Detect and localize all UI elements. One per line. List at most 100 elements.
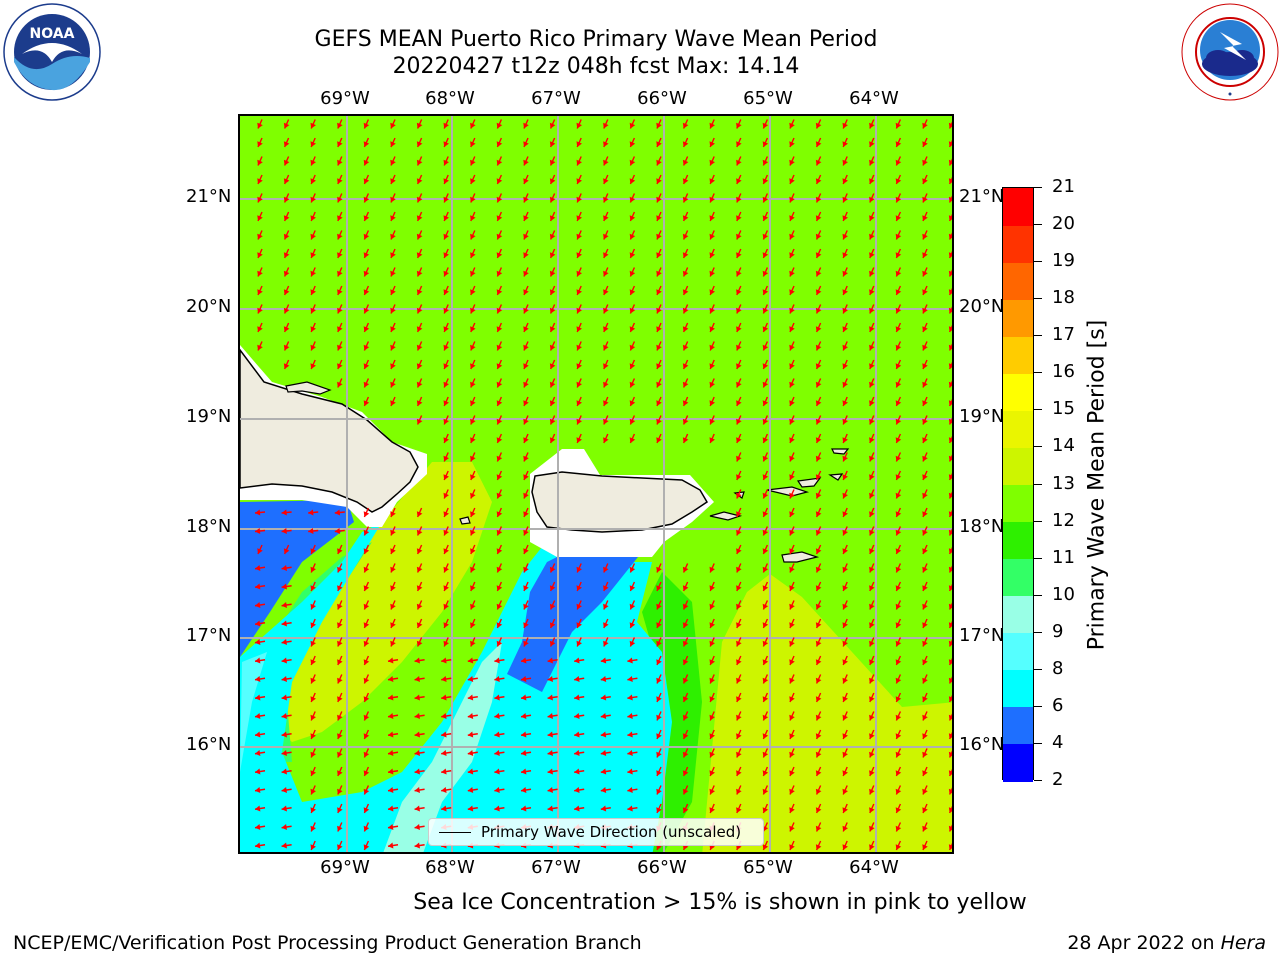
wave-direction-arrowhead [656,363,662,369]
wave-direction-arrowhead [869,566,875,573]
wave-direction-arrowhead [496,455,503,462]
wave-direction-arrowhead [682,381,689,388]
wave-direction-arrowhead [255,824,261,830]
wave-direction-arrowhead [869,751,875,758]
wave-direction-arrowhead [762,492,769,499]
wave-direction-arrowhead [549,566,556,573]
wave-direction-arrowhead [443,289,449,295]
wave-direction-arrowhead [337,807,343,813]
wave-direction-arrowhead [922,141,928,147]
wave-direction-arrowhead [255,620,261,627]
wave-direction-arrowhead [895,751,902,758]
wave-direction-arrowhead [443,363,449,369]
anegada-island [831,448,850,455]
wave-direction-arrowhead [337,344,343,351]
wave-direction-arrowhead [363,233,370,240]
wave-direction-arrowhead [656,196,662,203]
wave-direction-arrowhead [441,694,447,701]
wave-direction-arrowhead [470,252,476,258]
wave-direction-arrowhead [789,603,795,610]
wave-direction-arrowhead [603,233,609,240]
colorbar-tick-mark [1034,261,1042,263]
wave-direction-arrowhead [895,511,902,517]
wave-direction-arrowhead [603,566,609,573]
wave-direction-arrowhead [682,696,689,702]
wave-direction-arrowhead [576,603,582,610]
wave-direction-arrowhead [762,215,769,221]
colorbar-tick-mark [1034,372,1042,374]
wave-direction-arrowhead [922,603,928,610]
lat-label-left-19n: 19°N [186,406,232,427]
lat-label-right-18n: 18°N [959,516,1005,537]
wave-direction-arrowhead [523,159,529,166]
colorbar-tick-mark [1034,483,1042,485]
wave-direction-arrowhead [603,437,609,443]
wave-direction-arrowhead [682,733,689,739]
wave-direction-arrowhead [736,677,742,684]
wave-direction-arrowhead [656,270,662,277]
wave-direction-arrowhead [363,122,370,129]
wave-direction-arrowhead [281,731,287,738]
wave-direction-arrowhead [547,805,553,812]
wave-direction-arrowhead [709,640,715,647]
wave-direction-arrowhead [283,307,290,314]
wave-direction-arrowhead [629,640,636,647]
wave-direction-arrowhead [842,455,848,462]
colorbar-tick-mark [1034,631,1042,633]
wave-direction-arrowhead [523,252,529,258]
lat-label-left-16n: 16°N [186,734,232,755]
wave-direction-arrowhead [682,344,689,351]
wave-direction-arrowhead [255,750,261,756]
wave-direction-arrowhead [789,677,795,684]
wave-direction-arrowhead [762,585,769,591]
wave-direction-arrowhead [416,307,423,314]
wave-direction-arrowhead [337,622,343,628]
lon-label-top-66w: 66°W [637,88,687,109]
wave-direction-arrowhead [627,787,633,793]
wave-direction-arrowhead [789,215,795,221]
wave-direction-arrowhead [390,178,396,184]
wave-direction-arrowhead [789,659,795,665]
wave-direction-arrowhead [443,603,449,610]
wave-direction-arrowhead [416,529,423,536]
wave-direction-arrowhead [948,677,952,684]
wave-direction-arrowhead [388,676,394,682]
wave-direction-arrowhead [576,585,582,591]
wave-direction-arrowhead [762,178,769,184]
wave-direction-arrowhead [283,215,290,221]
wave-direction-arrowhead [629,252,636,258]
wave-direction-arrowhead [574,768,580,775]
wave-direction-arrowhead [547,768,553,775]
wave-direction-arrowhead [337,844,343,850]
wave-direction-arrowhead [576,307,582,314]
wave-direction-arrowhead [521,676,527,682]
wave-direction-arrowhead [682,640,689,647]
wave-direction-arrowhead [467,694,474,701]
wave-direction-arrowhead [443,566,449,573]
wave-direction-arrowhead [337,770,343,776]
wave-direction-arrowhead [842,418,848,425]
wave-direction-arrowhead [281,805,287,812]
wave-direction-arrowhead [255,805,261,812]
wave-direction-arrowhead [869,659,875,665]
map-title: GEFS MEAN Puerto Rico Primary Wave Mean … [314,27,878,52]
wave-direction-arrowhead [842,196,848,203]
colorbar-tick-mark [1034,187,1042,188]
legend-label: Primary Wave Direction (unscaled) [481,823,742,841]
colorbar-tick-label: 21 [1052,176,1075,197]
wave-direction-arrowhead [922,178,928,184]
wave-direction-arrowhead [549,326,556,332]
period-band-9-10-west [240,652,267,772]
wave-direction-arrowhead [869,418,875,425]
wave-direction-arrowhead [363,733,370,739]
wave-direction-arrowhead [789,307,795,314]
wave-direction-arrowhead [709,659,715,665]
wave-direction-arrowhead [467,768,474,775]
wave-direction-arrowhead [416,622,423,628]
wave-direction-arrowhead [549,344,556,351]
wave-direction-arrowhead [416,233,423,240]
wave-direction-arrowhead [310,566,316,573]
vieques-island [709,511,743,521]
wave-direction-arrowhead [842,603,848,610]
wave-direction-arrowhead [414,750,420,756]
